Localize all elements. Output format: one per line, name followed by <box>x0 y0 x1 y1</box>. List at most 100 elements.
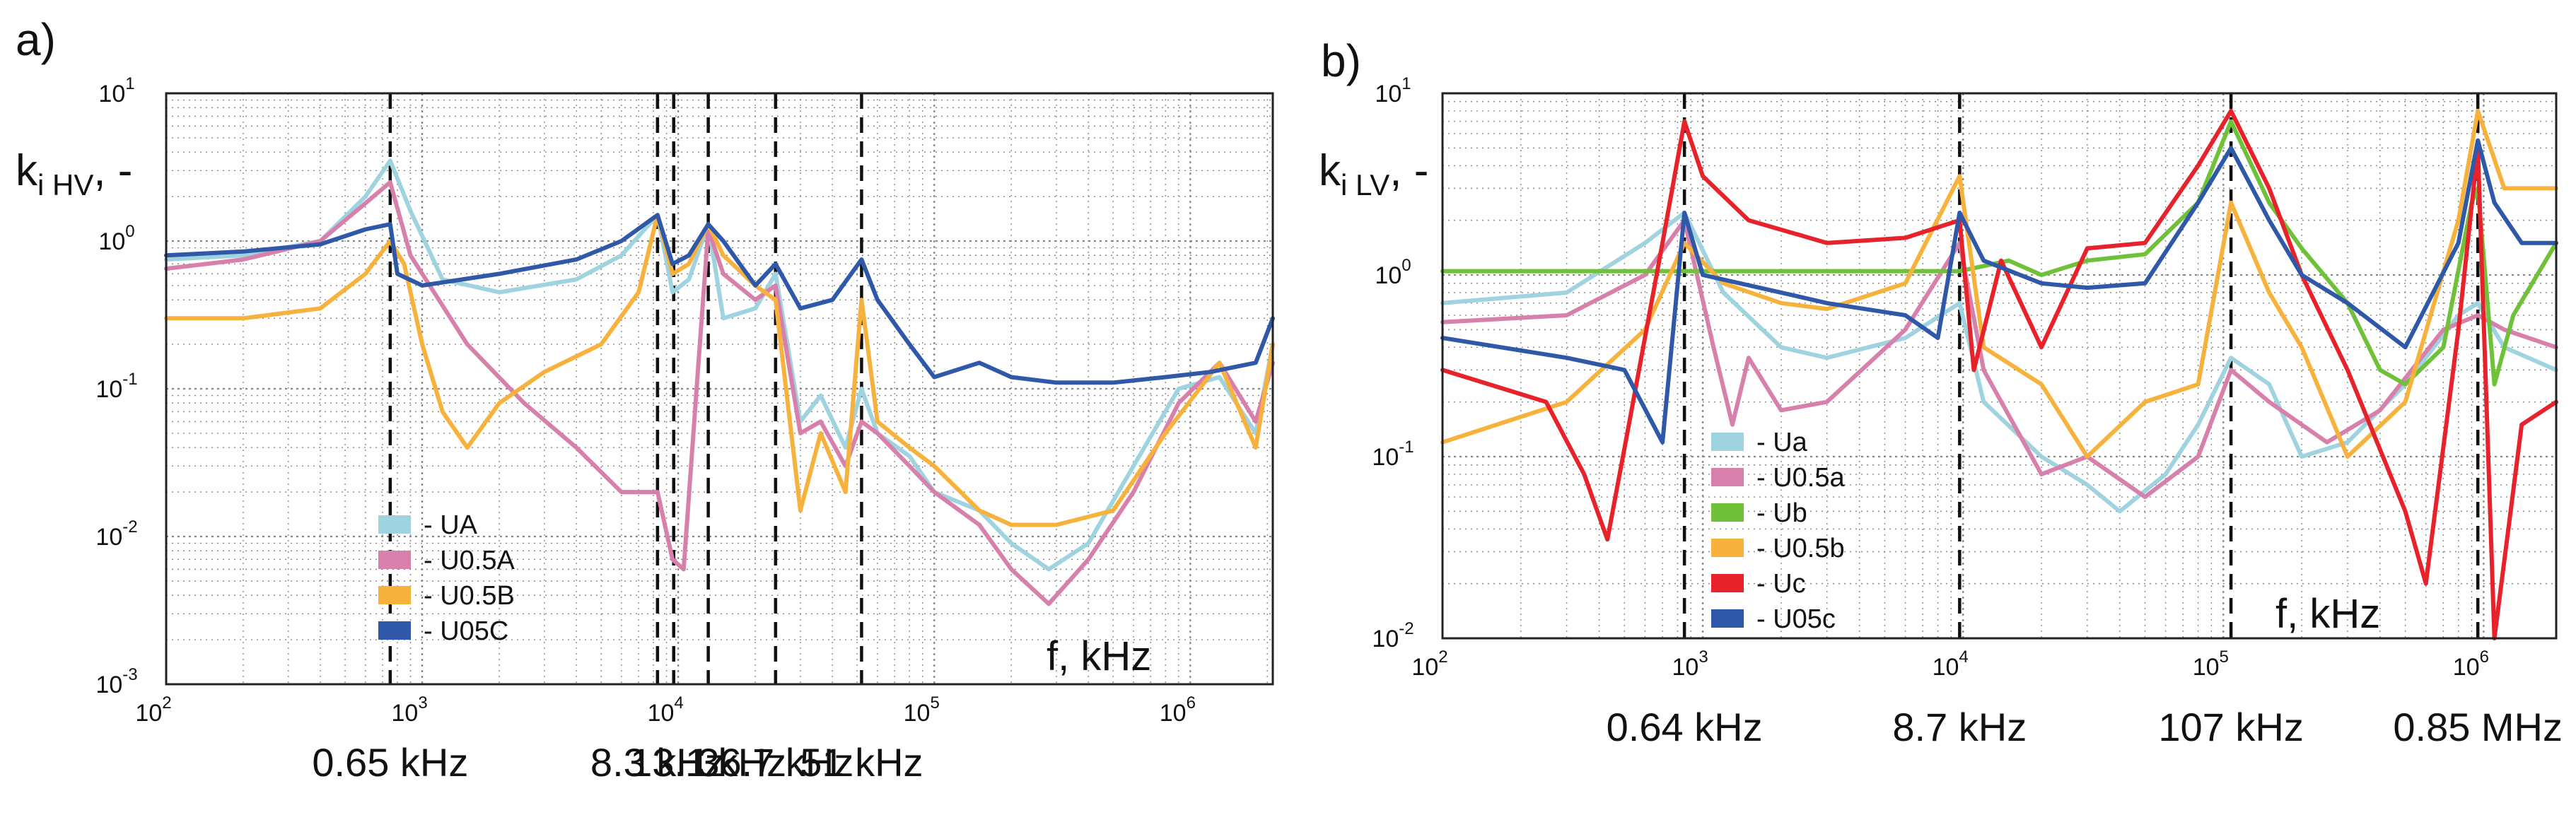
y-tick-exponent: -1 <box>122 370 137 389</box>
frequency-annotation: 36.7 kHz <box>697 740 853 785</box>
series-line-ua <box>164 158 1275 572</box>
x-tick-label: 102 <box>135 693 171 727</box>
x-tick-exponent: 4 <box>1959 647 1968 667</box>
legend-swatch <box>1711 539 1744 557</box>
y-tick-exponent: -3 <box>122 665 137 684</box>
x-tick-base: 10 <box>904 700 931 727</box>
y-axis-label-sub: i HV <box>37 168 93 201</box>
frequency-annotation: 0.65 kHz <box>312 740 468 785</box>
x-tick-label: 103 <box>1672 647 1708 681</box>
frequency-annotation: 8.7 kHz <box>1892 705 2027 749</box>
x-tick-label: 102 <box>1411 647 1447 681</box>
legend-item: - U0.5b <box>1711 534 1845 563</box>
legend-item: - U05c <box>1711 604 1836 634</box>
y-tick-label: 10-2 <box>1372 619 1414 652</box>
x-tick-exponent: 5 <box>930 693 939 713</box>
x-tick-base: 10 <box>1160 700 1187 727</box>
x-tick-base: 10 <box>391 700 418 727</box>
x-tick-exponent: 2 <box>162 693 171 713</box>
y-axis-label-suffix: , - <box>1389 146 1428 195</box>
x-tick-exponent: 3 <box>418 693 427 713</box>
legend-item: - U05C <box>378 616 508 646</box>
legend-swatch <box>378 551 411 569</box>
legend-label: - U0.5b <box>1756 534 1845 563</box>
series-group <box>1440 108 2558 640</box>
y-tick-base: 10 <box>95 672 122 698</box>
x-tick-exponent: 4 <box>674 693 683 713</box>
x-tick-base: 10 <box>648 700 675 727</box>
x-tick-base: 10 <box>135 700 162 727</box>
x-tick-exponent: 6 <box>2480 647 2489 667</box>
legend-label: - Ub <box>1756 498 1807 528</box>
y-axis-label-main: k <box>1319 146 1341 195</box>
y-tick-label: 100 <box>98 222 134 255</box>
y-axis-label-suffix: , - <box>93 146 132 195</box>
y-tick-exponent: 1 <box>1401 74 1411 93</box>
y-tick-exponent: -2 <box>1399 619 1414 638</box>
y-axis-label: ki HV, - <box>16 146 132 201</box>
y-axis-label-sub: i LV <box>1341 168 1389 201</box>
legend-item: - UA <box>378 510 478 540</box>
x-tick-label: 105 <box>904 693 940 727</box>
x-tick-exponent: 3 <box>1698 647 1708 667</box>
legend-item: - Ua <box>1711 428 1808 457</box>
y-tick-base: 10 <box>95 376 122 403</box>
x-tick-base: 10 <box>2453 654 2480 681</box>
plot-frame <box>1441 92 2558 640</box>
y-tick-label: 10-1 <box>1372 438 1414 471</box>
y-tick-base: 10 <box>1372 626 1399 652</box>
x-tick-base: 10 <box>2193 654 2220 681</box>
y-tick-base: 10 <box>1375 262 1401 289</box>
series-line-u0.5a <box>1440 218 2558 499</box>
y-tick-label: 10-2 <box>95 517 137 551</box>
y-tick-base: 10 <box>98 81 125 107</box>
legend-swatch <box>1711 433 1744 451</box>
y-tick-exponent: 0 <box>1401 256 1411 275</box>
legend-label: - Uc <box>1756 569 1806 599</box>
plot-frame <box>165 92 1274 686</box>
legend-label: - U0.5a <box>1756 463 1845 493</box>
legend-label: - Ua <box>1756 428 1808 457</box>
x-tick-label: 103 <box>391 693 427 727</box>
legend-item: - Ub <box>1711 498 1807 528</box>
series-line-u0.5b <box>1440 108 2558 459</box>
y-tick-label: 10-1 <box>95 370 137 403</box>
grid <box>165 92 1273 686</box>
y-tick-label: 101 <box>1375 74 1411 107</box>
legend-label: - UA <box>424 510 478 540</box>
y-axis-label: ki LV, - <box>1319 146 1428 201</box>
x-tick-exponent: 2 <box>1438 647 1447 667</box>
legend: - UA - U0.5A - U0.5B - U05C <box>378 510 515 646</box>
x-tick-label: 105 <box>2193 647 2229 681</box>
frequency-annotation: 8.3 kHz <box>590 740 725 785</box>
legend-swatch <box>378 621 411 640</box>
x-axis-label: f, kHz <box>2275 591 2380 637</box>
series-line-uc <box>1440 108 2558 640</box>
frequency-annotation: 107 kHz <box>2158 705 2303 749</box>
series-line-u05c <box>1440 138 2558 445</box>
legend-label: - U0.5A <box>424 546 515 575</box>
x-tick-exponent: 6 <box>1187 693 1196 713</box>
frequency-annotation: 0.85 MHz <box>2393 705 2563 749</box>
y-tick-base: 10 <box>98 228 125 255</box>
legend-label: - U05C <box>424 616 508 646</box>
legend-swatch <box>1711 609 1744 628</box>
panel-label: b) <box>1321 35 1361 86</box>
x-tick-label: 106 <box>1160 693 1196 727</box>
resonance-lines <box>1682 93 2480 638</box>
legend-item: - U0.5a <box>1711 463 1845 493</box>
legend-swatch <box>378 515 411 534</box>
legend-swatch <box>1711 503 1744 522</box>
y-tick-exponent: -2 <box>122 517 137 537</box>
x-tick-exponent: 5 <box>2220 647 2229 667</box>
legend-swatch <box>1711 574 1744 592</box>
legend-item: - Uc <box>1711 569 1806 599</box>
y-tick-label: 100 <box>1375 256 1411 289</box>
x-tick-base: 10 <box>1672 654 1699 681</box>
series-line-ub <box>1440 119 2558 387</box>
frequency-annotation: 51 kHz <box>800 740 923 785</box>
